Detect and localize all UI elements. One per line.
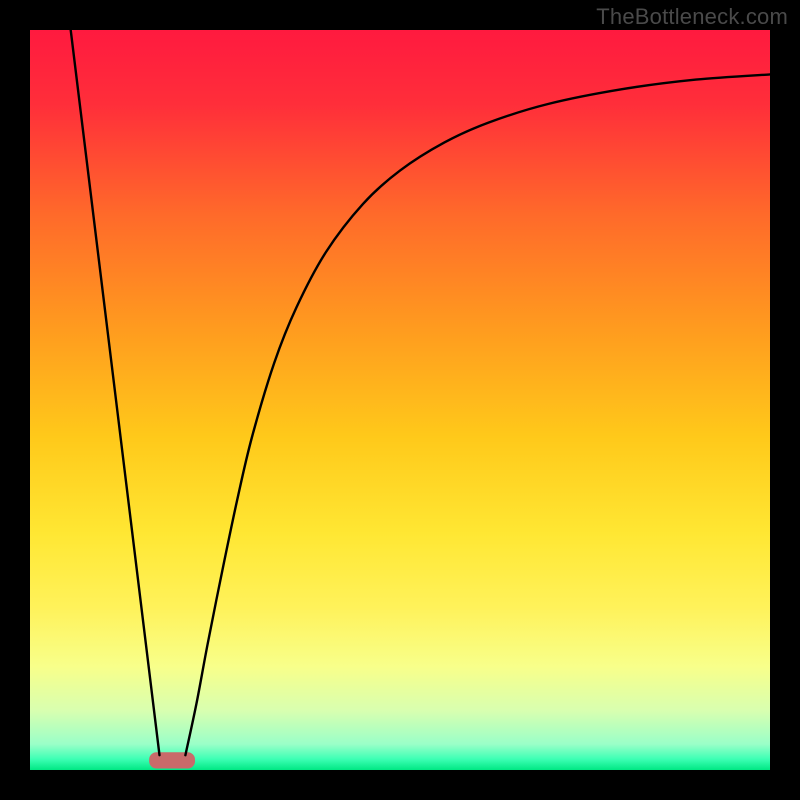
curve-right-curve [185, 74, 770, 755]
curve-left-leg [71, 30, 160, 755]
watermark-text: TheBottleneck.com [596, 4, 788, 30]
canvas: TheBottleneck.com [0, 0, 800, 800]
optimal-marker [149, 752, 195, 768]
plot-area [30, 30, 770, 770]
chart-svg [30, 30, 770, 770]
